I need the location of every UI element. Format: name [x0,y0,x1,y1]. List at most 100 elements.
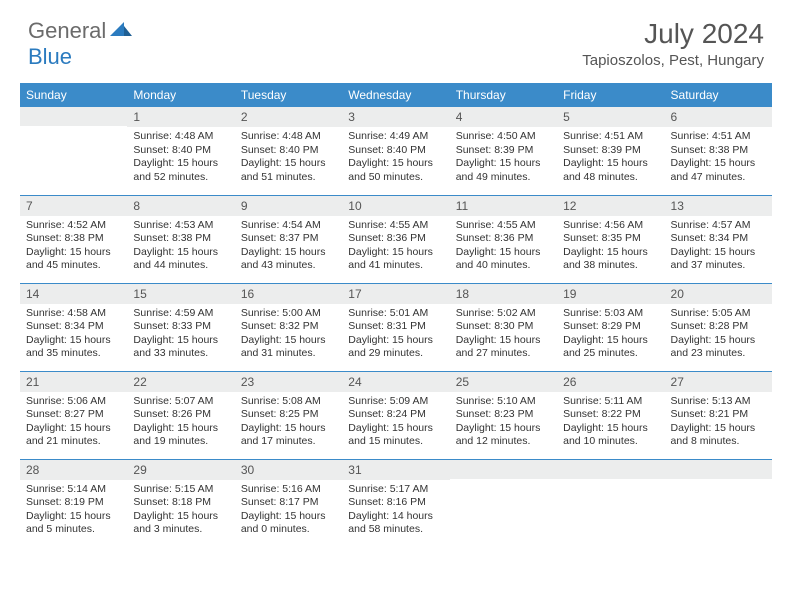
day-detail-line: Sunrise: 4:51 AM [671,130,766,144]
day-details: Sunrise: 5:05 AMSunset: 8:28 PMDaylight:… [665,304,772,368]
calendar-week-row: 1Sunrise: 4:48 AMSunset: 8:40 PMDaylight… [20,107,772,195]
brand-word2: Blue [28,44,72,69]
day-detail-line: Sunrise: 4:53 AM [133,219,228,233]
day-detail-line: Daylight: 15 hours and 15 minutes. [348,422,443,449]
day-details: Sunrise: 4:49 AMSunset: 8:40 PMDaylight:… [342,127,449,191]
day-details: Sunrise: 4:55 AMSunset: 8:36 PMDaylight:… [450,216,557,280]
day-number: 18 [450,284,557,304]
day-details: Sunrise: 4:58 AMSunset: 8:34 PMDaylight:… [20,304,127,368]
day-number: 1 [127,107,234,127]
day-detail-line: Sunrise: 5:09 AM [348,395,443,409]
day-number: 24 [342,372,449,392]
day-details: Sunrise: 4:53 AMSunset: 8:38 PMDaylight:… [127,216,234,280]
day-detail-line: Daylight: 15 hours and 51 minutes. [241,157,336,184]
brand-word2-wrap: Blue [28,44,72,70]
day-number: 2 [235,107,342,127]
calendar-cell: 29Sunrise: 5:15 AMSunset: 8:18 PMDayligh… [127,459,234,547]
day-detail-line: Sunset: 8:36 PM [348,232,443,246]
calendar-cell: 24Sunrise: 5:09 AMSunset: 8:24 PMDayligh… [342,371,449,459]
day-detail-line: Daylight: 15 hours and 52 minutes. [133,157,228,184]
day-number [450,460,557,479]
day-number: 14 [20,284,127,304]
day-detail-line: Sunset: 8:40 PM [133,144,228,158]
day-details: Sunrise: 5:13 AMSunset: 8:21 PMDaylight:… [665,392,772,456]
calendar-cell: 31Sunrise: 5:17 AMSunset: 8:16 PMDayligh… [342,459,449,547]
weekday-header: Sunday [20,83,127,107]
day-details: Sunrise: 5:15 AMSunset: 8:18 PMDaylight:… [127,480,234,544]
calendar-cell: 16Sunrise: 5:00 AMSunset: 8:32 PMDayligh… [235,283,342,371]
day-details: Sunrise: 5:08 AMSunset: 8:25 PMDaylight:… [235,392,342,456]
calendar-cell: 11Sunrise: 4:55 AMSunset: 8:36 PMDayligh… [450,195,557,283]
day-detail-line: Sunrise: 5:03 AM [563,307,658,321]
day-detail-line: Sunset: 8:40 PM [348,144,443,158]
day-number: 25 [450,372,557,392]
day-details: Sunrise: 5:17 AMSunset: 8:16 PMDaylight:… [342,480,449,544]
day-detail-line: Sunset: 8:28 PM [671,320,766,334]
day-detail-line: Sunset: 8:38 PM [26,232,121,246]
day-detail-line: Sunrise: 4:54 AM [241,219,336,233]
day-details: Sunrise: 5:10 AMSunset: 8:23 PMDaylight:… [450,392,557,456]
day-number: 11 [450,196,557,216]
day-details: Sunrise: 5:09 AMSunset: 8:24 PMDaylight:… [342,392,449,456]
day-detail-line: Sunrise: 4:48 AM [133,130,228,144]
day-number: 8 [127,196,234,216]
day-detail-line: Sunset: 8:32 PM [241,320,336,334]
day-detail-line: Daylight: 15 hours and 50 minutes. [348,157,443,184]
day-detail-line: Sunset: 8:16 PM [348,496,443,510]
day-detail-line: Daylight: 14 hours and 58 minutes. [348,510,443,537]
day-detail-line: Sunrise: 4:49 AM [348,130,443,144]
day-detail-line: Sunset: 8:38 PM [133,232,228,246]
day-detail-line: Sunset: 8:21 PM [671,408,766,422]
day-detail-line: Daylight: 15 hours and 12 minutes. [456,422,551,449]
day-detail-line: Daylight: 15 hours and 45 minutes. [26,246,121,273]
day-detail-line: Sunset: 8:33 PM [133,320,228,334]
calendar-week-row: 21Sunrise: 5:06 AMSunset: 8:27 PMDayligh… [20,371,772,459]
day-number: 31 [342,460,449,480]
day-number: 16 [235,284,342,304]
day-detail-line: Sunset: 8:36 PM [456,232,551,246]
calendar-cell: 26Sunrise: 5:11 AMSunset: 8:22 PMDayligh… [557,371,664,459]
day-detail-line: Sunset: 8:29 PM [563,320,658,334]
day-details: Sunrise: 5:06 AMSunset: 8:27 PMDaylight:… [20,392,127,456]
calendar-cell: 7Sunrise: 4:52 AMSunset: 8:38 PMDaylight… [20,195,127,283]
calendar-cell [665,459,772,547]
day-detail-line: Sunset: 8:26 PM [133,408,228,422]
calendar-cell: 25Sunrise: 5:10 AMSunset: 8:23 PMDayligh… [450,371,557,459]
day-details: Sunrise: 5:14 AMSunset: 8:19 PMDaylight:… [20,480,127,544]
day-number: 5 [557,107,664,127]
day-detail-line: Sunrise: 5:02 AM [456,307,551,321]
calendar-cell: 18Sunrise: 5:02 AMSunset: 8:30 PMDayligh… [450,283,557,371]
brand-logo: General [28,18,134,44]
day-number: 7 [20,196,127,216]
day-details: Sunrise: 5:00 AMSunset: 8:32 PMDaylight:… [235,304,342,368]
day-detail-line: Daylight: 15 hours and 21 minutes. [26,422,121,449]
day-number: 17 [342,284,449,304]
day-detail-line: Sunset: 8:27 PM [26,408,121,422]
day-details [20,126,127,135]
day-detail-line: Sunset: 8:39 PM [563,144,658,158]
day-detail-line: Sunrise: 5:16 AM [241,483,336,497]
day-number: 23 [235,372,342,392]
day-detail-line: Sunset: 8:34 PM [26,320,121,334]
calendar-cell: 20Sunrise: 5:05 AMSunset: 8:28 PMDayligh… [665,283,772,371]
day-details: Sunrise: 5:03 AMSunset: 8:29 PMDaylight:… [557,304,664,368]
calendar-table: SundayMondayTuesdayWednesdayThursdayFrid… [20,83,772,547]
day-details: Sunrise: 4:56 AMSunset: 8:35 PMDaylight:… [557,216,664,280]
day-details: Sunrise: 4:48 AMSunset: 8:40 PMDaylight:… [127,127,234,191]
day-detail-line: Sunset: 8:37 PM [241,232,336,246]
brand-word1: General [28,18,106,44]
day-detail-line: Sunrise: 5:05 AM [671,307,766,321]
day-detail-line: Daylight: 15 hours and 49 minutes. [456,157,551,184]
calendar-cell: 28Sunrise: 5:14 AMSunset: 8:19 PMDayligh… [20,459,127,547]
day-detail-line: Sunset: 8:31 PM [348,320,443,334]
day-number: 29 [127,460,234,480]
day-number: 22 [127,372,234,392]
calendar-cell: 23Sunrise: 5:08 AMSunset: 8:25 PMDayligh… [235,371,342,459]
day-detail-line: Sunset: 8:35 PM [563,232,658,246]
day-number: 20 [665,284,772,304]
day-number: 21 [20,372,127,392]
day-number [665,460,772,479]
day-detail-line: Daylight: 15 hours and 40 minutes. [456,246,551,273]
day-detail-line: Sunset: 8:40 PM [241,144,336,158]
day-details: Sunrise: 4:55 AMSunset: 8:36 PMDaylight:… [342,216,449,280]
